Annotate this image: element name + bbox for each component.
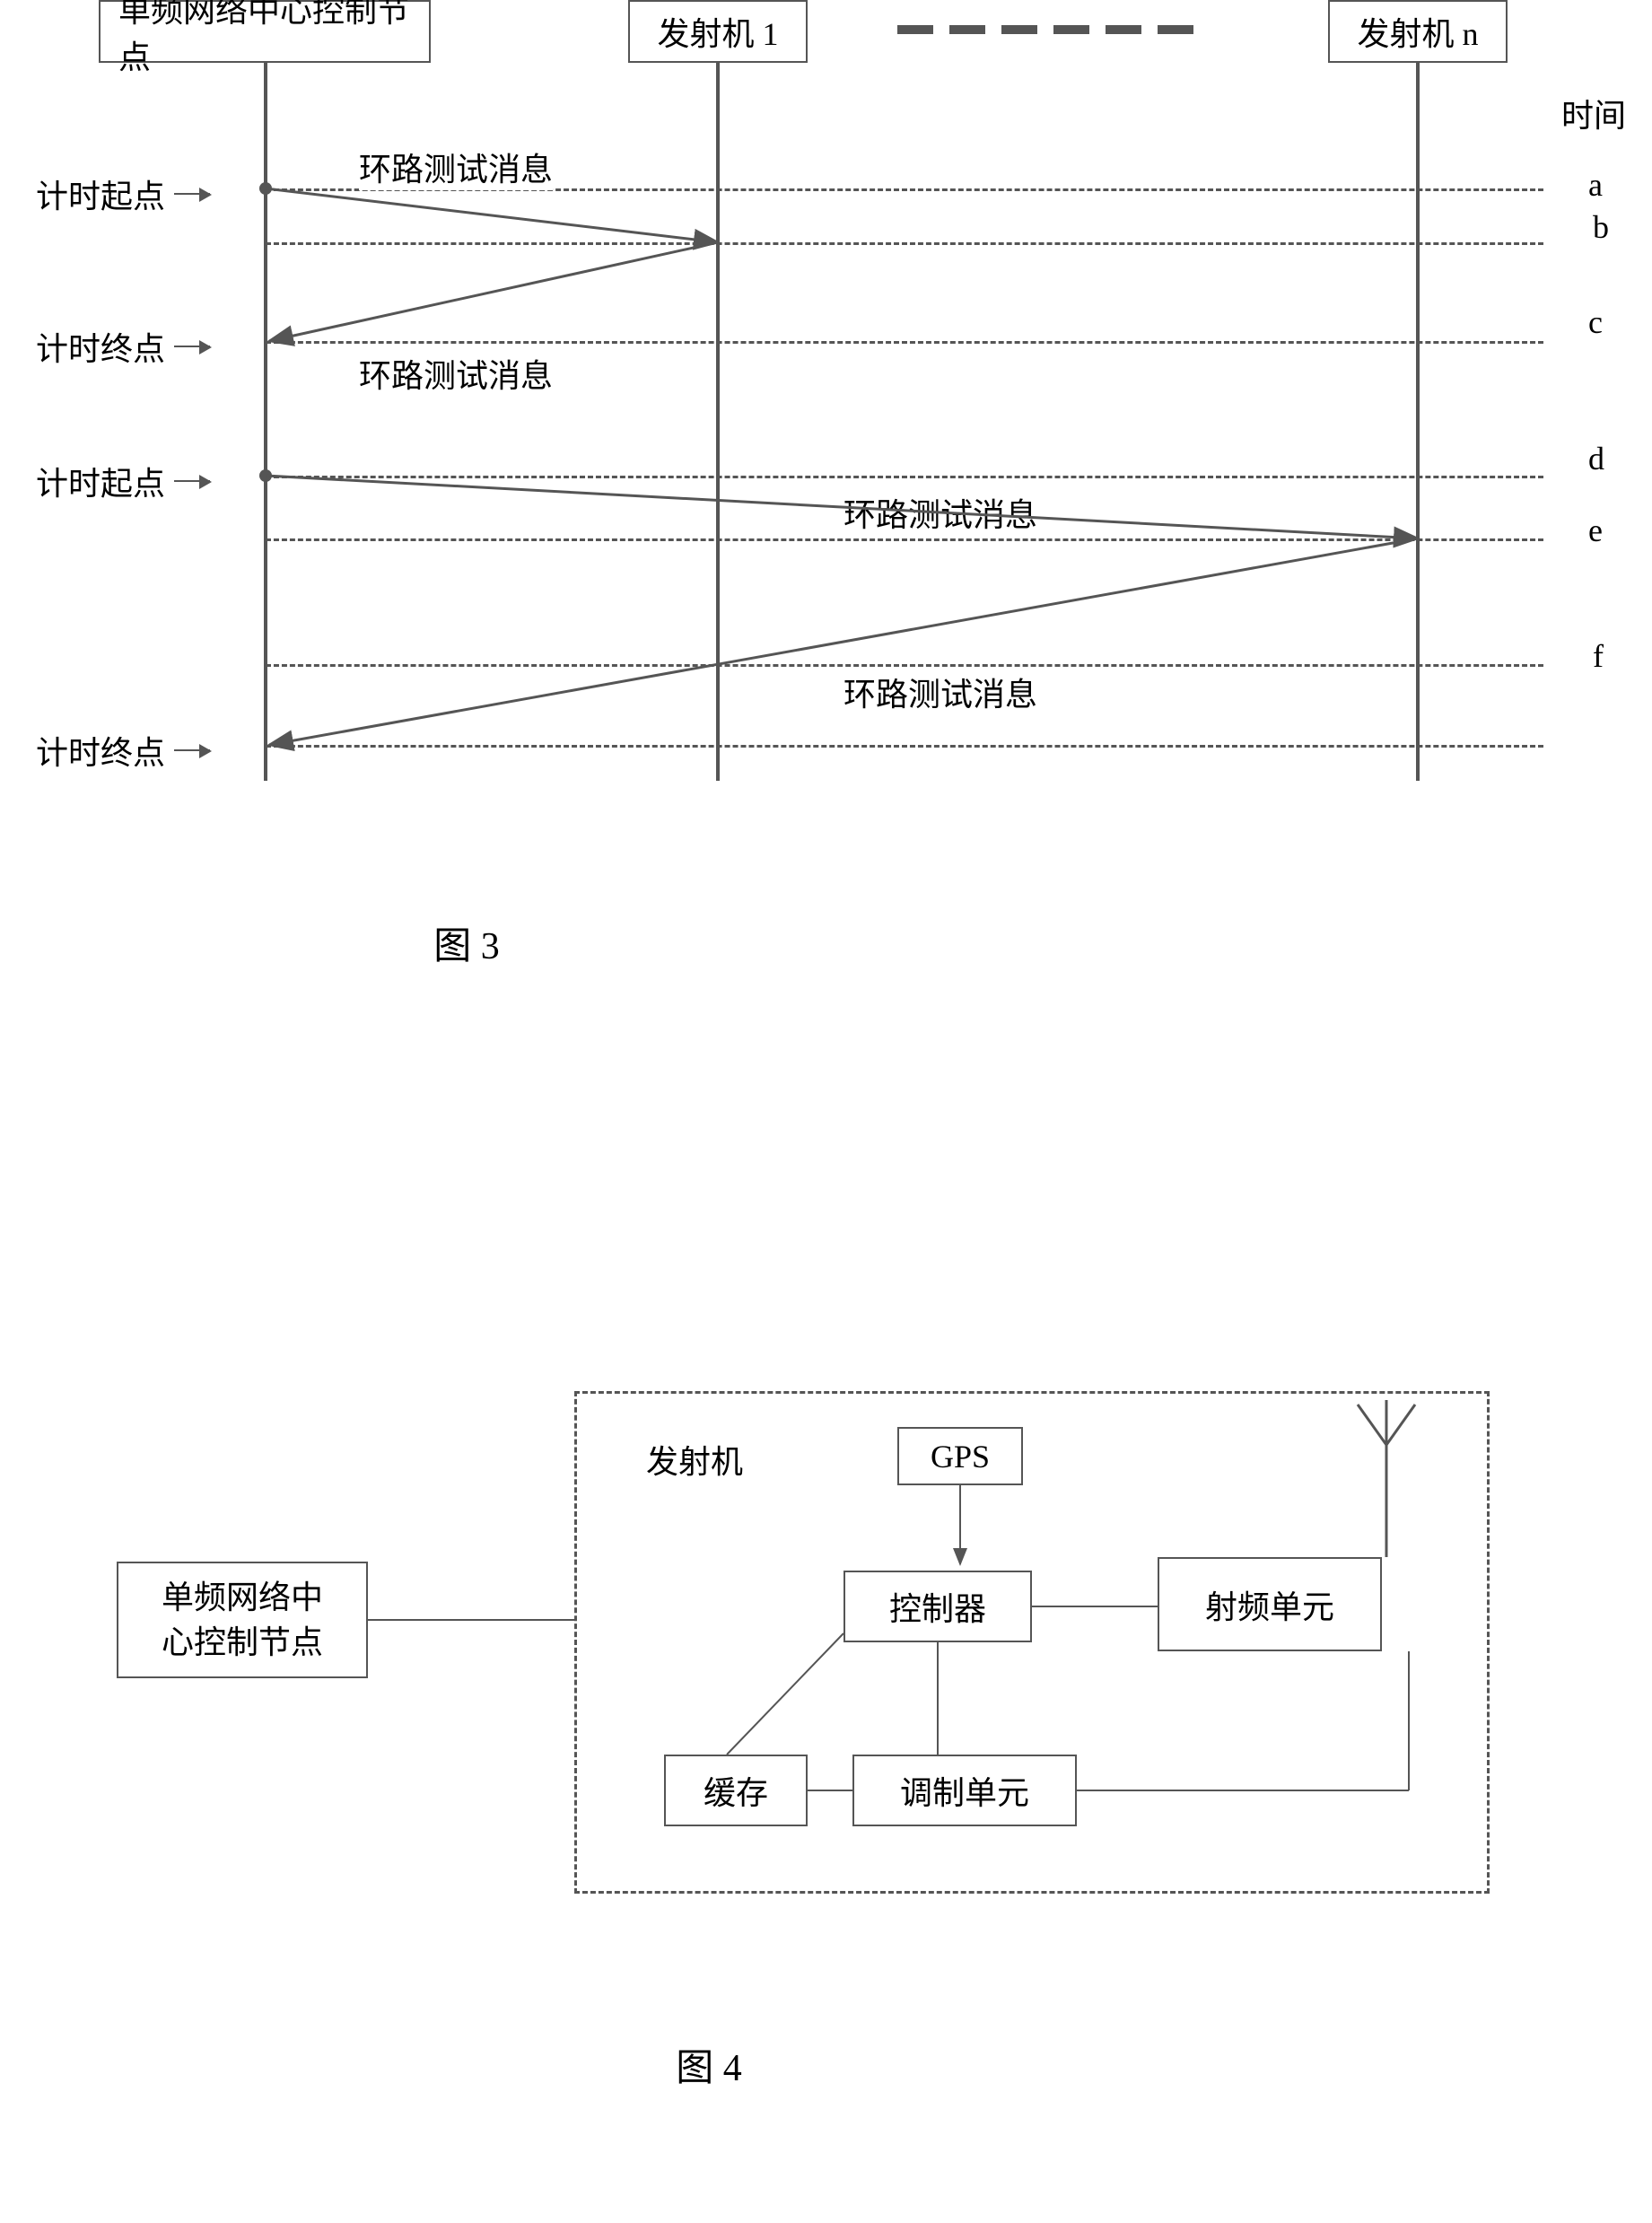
time-f: f <box>1593 637 1604 675</box>
center-lifeline <box>264 63 267 781</box>
ellipsis-separator <box>897 25 1193 34</box>
timing-end-1: 计时终点 <box>36 323 210 370</box>
rf-unit-box: 射频单元 <box>1158 1557 1382 1651</box>
time-d: d <box>1588 440 1604 477</box>
dashed-c <box>266 341 1543 344</box>
time-e: e <box>1588 512 1603 549</box>
time-b: b <box>1593 208 1609 246</box>
gps-label: GPS <box>931 1438 990 1475</box>
controller-label: 控制器 <box>889 1583 986 1630</box>
start-dot-1 <box>259 182 272 195</box>
timing-start-2: 计时起点 <box>36 458 210 504</box>
modulator-box: 调制单元 <box>852 1755 1077 1826</box>
time-c: c <box>1588 303 1603 341</box>
arrow-right-icon <box>174 346 210 347</box>
timing-end-2: 计时终点 <box>36 727 210 774</box>
msg-label-3: 环路测试消息 <box>843 489 1037 536</box>
cache-box: 缓存 <box>664 1755 808 1826</box>
txn-lifeline <box>1416 63 1420 781</box>
antenna-icon <box>1350 1400 1422 1557</box>
figure-3-sequence-diagram: 单频网络中心控制节点 发射机 1 发射机 n 时间 a b c d e f 计时… <box>0 0 1652 987</box>
msg-label-1: 环路测试消息 <box>359 144 553 190</box>
start-dot-2 <box>259 469 272 482</box>
controller-box: 控制器 <box>843 1571 1032 1642</box>
dashed-b <box>266 242 1543 245</box>
dashed-f <box>266 664 1543 667</box>
msg-label-4: 环路测试消息 <box>843 669 1037 715</box>
dashed-g <box>266 745 1543 748</box>
msg-label-2: 环路测试消息 <box>359 350 553 397</box>
arrow-right-icon <box>174 480 210 482</box>
timing-start-1: 计时起点 <box>36 171 210 217</box>
transmitter-label: 发射机 <box>646 1436 743 1483</box>
figure-4-block-diagram: 单频网络中 心控制节点 发射机 GPS 控制器 射频单元 缓存 调制单元 <box>0 1256 1652 2064</box>
figure-4-caption: 图 4 <box>664 2037 754 2092</box>
modulator-label: 调制单元 <box>900 1767 1029 1814</box>
control-node-label: 单频网络中 心控制节点 <box>162 1575 323 1666</box>
arrow-right-icon <box>174 749 210 751</box>
figure-3-caption: 图 3 <box>422 915 511 970</box>
time-a: a <box>1588 166 1603 204</box>
cache-label: 缓存 <box>704 1767 768 1814</box>
transmitter-1-box: 发射机 1 <box>628 0 808 63</box>
transmitter-n-box: 发射机 n <box>1328 0 1508 63</box>
transmitter-n-label: 发射机 n <box>1357 8 1478 55</box>
transmitter-1-label: 发射机 1 <box>657 8 778 55</box>
arrow-right-icon <box>174 193 210 195</box>
message-arrows-svg <box>0 0 1652 808</box>
dashed-d <box>266 476 1543 478</box>
center-control-node-box: 单频网络中心控制节点 <box>99 0 431 63</box>
gps-box: GPS <box>897 1427 1023 1485</box>
tx1-lifeline <box>716 63 720 781</box>
rf-unit-label: 射频单元 <box>1205 1581 1334 1628</box>
dashed-e <box>266 538 1543 541</box>
time-header: 时间 <box>1561 90 1626 136</box>
control-node-box: 单频网络中 心控制节点 <box>117 1562 368 1678</box>
